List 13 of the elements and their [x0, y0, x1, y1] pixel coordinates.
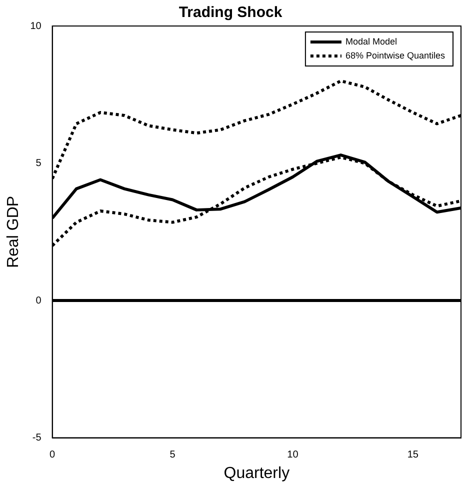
y-tick-label: 10: [30, 20, 42, 32]
x-tick-label: 5: [170, 450, 176, 461]
x-tick-label: 0: [50, 450, 56, 461]
x-tick-label: 15: [407, 450, 419, 461]
chart-title: Trading Shock: [178, 4, 283, 22]
y-tick-label: 5: [36, 158, 42, 170]
y-axis-title: Real GDP: [5, 196, 22, 268]
x-axis-title: Quarterly: [224, 464, 290, 482]
y-tick-label: -5: [32, 432, 42, 444]
y-tick-label: 0: [36, 295, 42, 306]
legend-label: Modal Model: [345, 36, 397, 46]
legend-label: 68% Pointwise Quantiles: [345, 50, 446, 60]
x-tick-label: 10: [287, 450, 299, 461]
